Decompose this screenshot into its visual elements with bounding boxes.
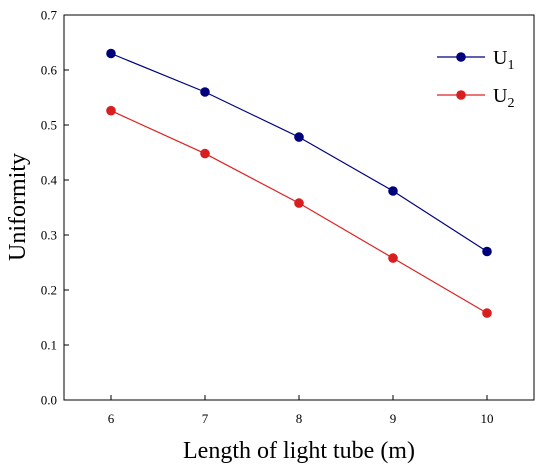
y-axis-title: Uniformity <box>5 153 31 261</box>
y-tick-label: 0.0 <box>41 393 57 408</box>
data-point-u1 <box>388 186 398 196</box>
y-tick-label: 0.5 <box>41 118 57 133</box>
y-tick-label: 0.6 <box>41 63 58 78</box>
y-tick-label: 0.4 <box>41 173 58 188</box>
data-point-u1 <box>482 246 492 257</box>
x-tick-label: 7 <box>202 411 209 426</box>
legend-marker <box>456 90 466 100</box>
x-tick-label: 6 <box>108 411 115 426</box>
y-tick-label: 0.3 <box>41 228 57 243</box>
x-tick-label: 9 <box>390 411 397 426</box>
data-point-u1 <box>200 87 210 97</box>
x-tick-label: 8 <box>296 411 303 426</box>
data-point-u2 <box>294 198 304 208</box>
data-point-u2 <box>482 308 492 318</box>
y-tick-label: 0.2 <box>41 283 57 298</box>
series-line-u1 <box>110 52 488 253</box>
legend-label: U2 <box>493 85 514 111</box>
data-point-u2 <box>106 105 116 116</box>
data-point-u1 <box>294 132 304 142</box>
y-tick-label: 0.1 <box>41 338 57 353</box>
data-point-u1 <box>106 48 116 59</box>
data-point-u2 <box>388 253 398 263</box>
data-point-u2 <box>200 148 210 159</box>
legend-label: U1 <box>493 47 514 73</box>
y-axis-ticks: 0.0 0.1 0.2 0.3 0.4 0.5 0.6 0.7 <box>41 8 69 408</box>
x-tick-label: 10 <box>481 411 494 426</box>
y-tick-label: 0.7 <box>41 8 58 23</box>
x-axis-title: Length of light tube (m) <box>183 438 415 464</box>
legend-marker <box>456 52 466 62</box>
x-axis-ticks: 6 7 8 9 10 <box>108 395 494 426</box>
series-layer <box>106 48 492 318</box>
